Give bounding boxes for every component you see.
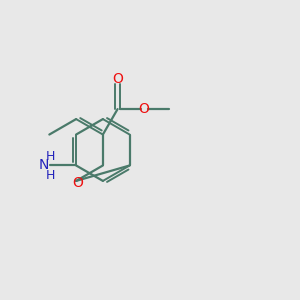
- Text: O: O: [138, 102, 149, 116]
- Text: N: N: [39, 158, 49, 172]
- Text: O: O: [72, 176, 83, 190]
- Text: H: H: [46, 169, 55, 182]
- Text: O: O: [112, 72, 123, 86]
- Text: H: H: [46, 150, 55, 163]
